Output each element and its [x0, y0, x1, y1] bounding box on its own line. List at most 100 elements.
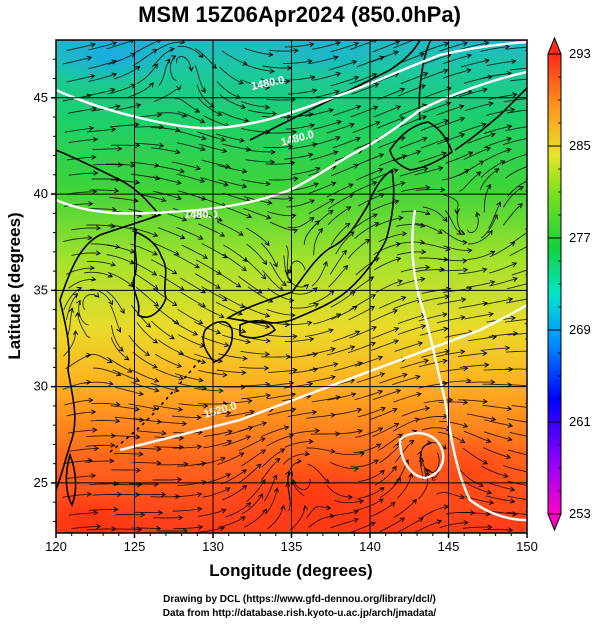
streamline-arrow: [459, 133, 466, 138]
streamline: [285, 76, 315, 81]
streamline: [421, 442, 447, 450]
streamline: [67, 191, 97, 195]
streamline-arrow: [505, 345, 511, 351]
streamline: [106, 254, 135, 265]
streamline-arrow: [311, 88, 318, 94]
streamline: [266, 393, 296, 400]
streamline: [169, 55, 177, 81]
streamline-arrow: [279, 448, 286, 454]
streamline: [308, 199, 335, 214]
streamline-arrow: [222, 253, 228, 259]
streamline: [357, 487, 385, 500]
streamline-arrow: [75, 311, 81, 317]
streamline: [377, 136, 405, 149]
streamline: [331, 306, 358, 320]
streamline: [355, 427, 383, 438]
streamline-arrow: [357, 429, 363, 435]
streamline-arrow: [420, 324, 427, 330]
streamline: [172, 415, 201, 418]
streamline-arrow: [423, 72, 429, 77]
streamline: [436, 350, 465, 358]
streamline-arrow: [241, 469, 247, 475]
streamline-arrow: [506, 147, 512, 153]
streamline-arrow: [246, 213, 253, 219]
streamline: [218, 293, 245, 308]
streamline-arrow: [308, 336, 315, 342]
streamline: [460, 42, 489, 50]
y-tick-label: 45: [34, 90, 48, 105]
streamline: [393, 150, 421, 162]
streamline-arrow: [512, 511, 518, 517]
streamline-arrow: [418, 517, 424, 523]
streamline-arrow: [504, 44, 510, 50]
streamline: [155, 368, 184, 380]
streamline: [375, 217, 403, 227]
streamline-arrow: [171, 269, 178, 275]
streamline: [483, 431, 512, 441]
streamline: [399, 104, 427, 116]
streamline: [132, 417, 162, 423]
streamline-arrow: [343, 264, 349, 271]
streamline: [506, 511, 527, 516]
streamline: [245, 227, 270, 246]
streamline-arrow: [530, 367, 534, 371]
streamline-arrow: [442, 358, 448, 364]
streamline-arrow: [419, 52, 425, 58]
streamline: [486, 481, 515, 491]
streamline: [243, 207, 271, 219]
streamline: [507, 449, 527, 456]
streamline: [177, 111, 205, 123]
streamline: [92, 148, 122, 151]
streamline-arrow: [263, 365, 270, 371]
streamline-arrow: [124, 355, 130, 361]
streamline: [106, 40, 135, 50]
streamline-arrow: [349, 345, 356, 351]
streamline: [194, 209, 222, 222]
streamline: [128, 208, 157, 217]
streamline: [308, 290, 335, 305]
streamline: [445, 151, 473, 164]
streamline: [195, 527, 225, 533]
streamline-arrow: [264, 312, 271, 318]
streamline: [65, 354, 91, 370]
streamline: [439, 367, 468, 373]
streamline-arrow: [309, 123, 315, 129]
streamline: [480, 465, 508, 478]
streamline-arrow: [88, 201, 94, 207]
streamline-arrow: [488, 499, 495, 506]
streamline-arrow: [165, 58, 171, 64]
streamline: [511, 405, 527, 408]
streamline-arrow: [138, 391, 144, 397]
streamline: [480, 45, 510, 52]
streamline: [284, 153, 313, 160]
streamline-arrow: [153, 284, 159, 290]
streamline-arrow: [507, 436, 513, 442]
streamline: [71, 525, 101, 530]
streamline-arrow: [225, 487, 231, 493]
streamline: [244, 258, 266, 280]
streamline-arrow: [198, 377, 204, 383]
streamline: [310, 151, 338, 161]
streamline-arrow: [422, 136, 428, 142]
streamline: [467, 413, 496, 421]
streamline-arrow: [288, 196, 294, 202]
streamline: [106, 356, 133, 373]
streamline: [152, 176, 181, 184]
streamline: [378, 233, 407, 243]
streamline-arrow: [512, 92, 518, 98]
streamline-arrow: [127, 367, 133, 373]
streamline: [421, 457, 437, 481]
streamline-arrow: [485, 511, 492, 517]
streamline-arrow: [415, 150, 422, 155]
streamline-arrow: [511, 58, 517, 65]
colorbar-tick-label: 269: [569, 322, 591, 337]
streamline: [510, 232, 527, 244]
streamline-arrow: [442, 216, 448, 223]
streamline-arrow: [441, 444, 447, 450]
streamline-arrow: [262, 259, 268, 266]
streamline: [329, 510, 359, 517]
streamline: [467, 133, 496, 144]
streamline: [153, 404, 183, 411]
streamline: [414, 167, 443, 176]
streamline-arrow: [281, 281, 287, 287]
